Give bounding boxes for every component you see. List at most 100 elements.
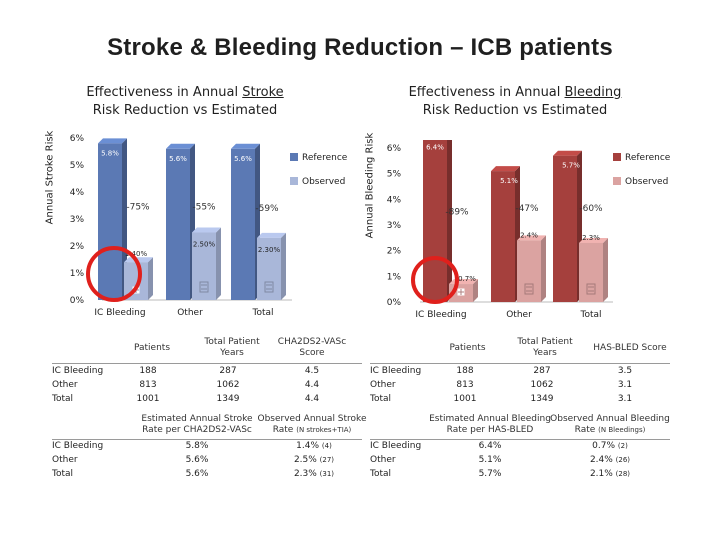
estimated-rate-cell: 5.7% bbox=[478, 469, 502, 479]
right-y-axis-title: Annual Bleeding Risk bbox=[364, 132, 376, 239]
y-tick-label: 6% bbox=[387, 144, 402, 154]
legend-label: Observed bbox=[625, 177, 668, 187]
reference-bar-top bbox=[231, 143, 260, 149]
observed-rate-count: (28) bbox=[615, 470, 631, 478]
observed-rate-value: 2.1% bbox=[589, 469, 616, 479]
row-label: Total bbox=[52, 394, 74, 404]
y-tick-label: 0% bbox=[70, 296, 85, 306]
observed-rate-cell: 2.3% (31) bbox=[264, 468, 364, 481]
observed-bar-top bbox=[517, 235, 546, 241]
observed-rate-count: (4) bbox=[321, 442, 332, 450]
row-label: Other bbox=[52, 380, 78, 390]
score-cell: 3.5 bbox=[617, 366, 633, 376]
right-title-prefix: Effectiveness in Annual bbox=[408, 85, 565, 100]
y-tick-label: 1% bbox=[387, 272, 402, 282]
category-label: IC Bleeding bbox=[94, 308, 145, 318]
patients-cell: 188 bbox=[139, 366, 157, 376]
observed-rate-cell: 2.4% (26) bbox=[560, 454, 660, 467]
patient-years-cell: 1062 bbox=[530, 380, 554, 390]
observed-rate-value: 2.5% bbox=[293, 455, 320, 465]
left-t2-header-observed-text: Observed Annual Stroke Rate bbox=[257, 414, 367, 435]
legend-swatch bbox=[613, 153, 621, 161]
reduction-label: -89% bbox=[445, 208, 469, 218]
row-label: Other bbox=[52, 455, 78, 465]
score-cell: 4.4 bbox=[304, 380, 320, 390]
y-tick-label: 3% bbox=[70, 215, 85, 225]
left-title-underlined: Stroke bbox=[242, 85, 284, 100]
left-t1-divider bbox=[52, 363, 362, 364]
observed-rate-count: (26) bbox=[615, 456, 631, 464]
left-chart-title: Effectiveness in Annual Stroke Risk Redu… bbox=[70, 84, 300, 120]
left-t1-header-years: Total Patient Years bbox=[204, 337, 260, 358]
reference-bar bbox=[423, 140, 447, 302]
right-bar-chart: 0% 1% 2% 3% 4% 5% 6% 6.4% 0.7% -89% IC Bleeding 5.1… bbox=[387, 140, 671, 320]
estimated-rate-cell: 5.1% bbox=[478, 455, 502, 465]
observed-bar-top bbox=[257, 232, 286, 238]
reference-bar bbox=[231, 148, 255, 300]
observed-rate-value: 0.7% bbox=[592, 441, 618, 451]
reference-bar-side bbox=[122, 138, 127, 300]
patients-cell: 813 bbox=[139, 380, 157, 390]
observed-bar-top bbox=[192, 227, 221, 233]
legend-swatch bbox=[290, 177, 298, 185]
observed-rate-cell: 0.7% (2) bbox=[560, 440, 660, 453]
row-label: Other bbox=[370, 455, 396, 465]
left-title-prefix: Effectiveness in Annual bbox=[86, 85, 243, 100]
row-label: IC Bleeding bbox=[370, 441, 422, 451]
right-t2-divider bbox=[370, 439, 670, 440]
reduction-label: -75% bbox=[126, 203, 150, 213]
observed-bar bbox=[579, 242, 603, 302]
patient-years-cell: 287 bbox=[533, 366, 551, 376]
equals-marker-box bbox=[524, 283, 534, 295]
estimated-rate-cell: 5.6% bbox=[185, 455, 209, 465]
observed-rate-cell: 1.4% (4) bbox=[264, 440, 364, 453]
equals-marker-box bbox=[586, 283, 596, 295]
y-tick-label: 4% bbox=[70, 188, 85, 198]
right-title-underlined: Bleeding bbox=[564, 85, 622, 100]
legend-label: Observed bbox=[302, 177, 345, 187]
left-y-axis-title: Annual Stroke Risk bbox=[44, 130, 56, 225]
observed-bar-top bbox=[579, 237, 608, 243]
left-t1-header-score: CHA2DS2-VASc Score bbox=[277, 337, 347, 358]
observed-bar-side bbox=[216, 227, 221, 300]
reference-bar bbox=[491, 171, 515, 302]
observed-rate-cell: 2.5% (27) bbox=[264, 454, 364, 467]
legend-swatch bbox=[613, 177, 621, 185]
row-label: Total bbox=[370, 469, 392, 479]
legend-label: Reference bbox=[625, 153, 671, 163]
y-tick-label: 3% bbox=[387, 221, 402, 231]
score-cell: 4.5 bbox=[304, 366, 320, 376]
reduction-label: -47% bbox=[515, 204, 539, 214]
slide-title: Stroke & Bleeding Reduction – ICB patien… bbox=[107, 34, 613, 61]
observed-bar bbox=[257, 237, 281, 300]
observed-rate-value: 2.4% bbox=[589, 455, 616, 465]
reduction-label: -55% bbox=[192, 203, 216, 213]
reference-bar-label: 5.7% bbox=[562, 162, 580, 170]
right-t2-header-observed: Observed Annual Bleeding Rate (N Bleedin… bbox=[550, 414, 670, 436]
observed-bar-side bbox=[541, 235, 546, 302]
category-label: Total bbox=[251, 308, 273, 318]
observed-rate-cell: 2.1% (28) bbox=[560, 468, 660, 481]
red-circle-annotation bbox=[86, 246, 142, 302]
left-t2-header-observed: Observed Annual Stroke Rate (N strokes+T… bbox=[257, 414, 367, 436]
reduction-label: -59% bbox=[255, 204, 279, 214]
left-t1-header-patients: Patients bbox=[133, 343, 171, 353]
observed-bar-side bbox=[148, 257, 153, 300]
reference-bar-label: 5.1% bbox=[500, 177, 518, 185]
estimated-rate-cell: 6.4% bbox=[478, 441, 502, 451]
patient-years-cell: 1349 bbox=[216, 394, 240, 404]
y-tick-label: 2% bbox=[70, 242, 85, 252]
y-tick-label: 1% bbox=[70, 269, 85, 279]
right-t1-divider bbox=[370, 363, 670, 364]
observed-bar-side bbox=[281, 232, 286, 300]
patient-years-cell: 1062 bbox=[216, 380, 240, 390]
left-t2-divider bbox=[52, 439, 362, 440]
observed-bar-label: 2.50% bbox=[193, 241, 216, 249]
reference-bar-label: 5.6% bbox=[169, 155, 187, 163]
score-cell: 3.1 bbox=[617, 394, 633, 404]
reference-bar bbox=[98, 143, 122, 300]
left-bar-chart: 0% 1% 2% 3% 4% 5% 6% 5.8% 1.40% -75% IC Bleeding 5.… bbox=[70, 134, 348, 318]
y-tick-label: 6% bbox=[70, 134, 85, 144]
row-label: Total bbox=[370, 394, 392, 404]
observed-bar-label: 1.40% bbox=[125, 250, 148, 258]
